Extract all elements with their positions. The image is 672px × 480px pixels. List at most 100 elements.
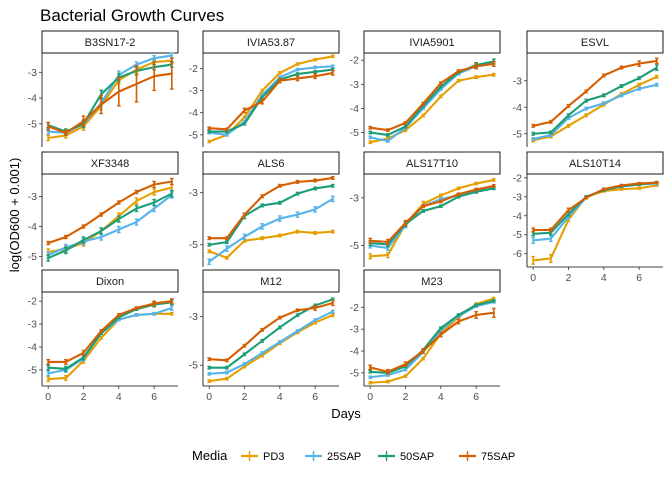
strip-b3sn17-2 (41, 30, 179, 54)
legend-label-pd3: PD3 (263, 451, 284, 463)
y-tick-label-ivia5901: -4 (350, 103, 359, 115)
strip-ivia5901 (363, 30, 501, 54)
x-tick-label-dixon: 4 (116, 391, 122, 403)
series-als6-50sap (207, 183, 335, 247)
line-als10t14-pd3 (532, 184, 658, 262)
series-esvl-50sap (531, 64, 659, 136)
x-tick-label-m23: 2 (403, 391, 409, 403)
y-tick-label-ivia53-87: -2 (189, 63, 198, 75)
y-tick-label-dixon: -3 (28, 319, 37, 331)
y-tick-label-esvl: -5 (513, 128, 522, 140)
strip-label-als10t14: ALS10T14 (569, 158, 621, 170)
x-axis-title: Days (331, 406, 361, 421)
y-tick-label-ivia53-87: -4 (189, 107, 198, 119)
panel-esvl: ESVL -5 -4 -3 (513, 30, 664, 147)
line-xf3348-25sap (47, 193, 173, 257)
x-tick-label-m12: 6 (312, 391, 318, 403)
x-tick-label-dixon: 6 (151, 391, 157, 403)
series-m23-50sap (368, 298, 496, 375)
x-tick-label-m12: 0 (206, 391, 212, 403)
y-tick-label-m12: -3 (189, 311, 198, 323)
panel-als6: ALS6 -5 -3 (189, 151, 340, 267)
line-als6-25sap (208, 197, 334, 263)
strip-label-b3sn17-2: B3SN17-2 (85, 37, 136, 49)
y-tick-label-dixon: -4 (28, 342, 37, 354)
x-tick-label-m23: 6 (473, 391, 479, 403)
strip-als17t10 (363, 151, 501, 175)
y-tick-label-xf3348: -3 (28, 191, 37, 203)
line-xf3348-pd3 (47, 186, 173, 254)
y-tick-label-b3sn17-2: -5 (28, 118, 37, 130)
strip-m12 (202, 269, 340, 293)
legend-title: Media (192, 448, 228, 463)
line-dixon-50sap (47, 301, 173, 370)
series-b3sn17-2-75sap (46, 57, 174, 137)
series-m12-25sap (207, 309, 335, 376)
series-als17t10-75sap (368, 184, 496, 246)
line-als6-50sap (208, 184, 334, 246)
strip-esvl (526, 30, 664, 54)
line-als10t14-50sap (532, 181, 658, 235)
strip-als10t14 (526, 151, 664, 175)
series-als6-25sap (207, 195, 335, 266)
series-ivia5901-75sap (368, 60, 496, 133)
strip-label-dixon: Dixon (96, 276, 124, 288)
y-tick-label-m23: -5 (350, 367, 359, 379)
legend-label-25sap: 25SAP (327, 451, 361, 463)
line-als17t10-50sap (369, 187, 495, 246)
series-ivia5901-pd3 (368, 72, 496, 145)
x-tick-label-als10t14: 4 (601, 272, 607, 284)
line-m12-pd3 (208, 314, 334, 383)
legend: Media PD3 25SAP 50SAP 75SAP (192, 448, 515, 463)
x-tick-label-m23: 0 (367, 391, 373, 403)
y-tick-label-m23: -3 (350, 324, 359, 336)
line-als17t10-pd3 (369, 178, 495, 258)
line-esvl-50sap (532, 66, 658, 135)
strip-ivia53-87 (202, 30, 340, 54)
strip-label-als6: ALS6 (258, 158, 285, 170)
line-xf3348-50sap (47, 192, 173, 260)
legend-label-50sap: 50SAP (400, 451, 434, 463)
strip-label-xf3348: XF3348 (91, 158, 130, 170)
panel-xf3348: XF3348 -5 -4 -3 (28, 151, 179, 267)
y-tick-label-als6: -5 (189, 239, 198, 251)
x-tick-label-dixon: 0 (45, 391, 51, 403)
y-tick-label-als10t14: -2 (513, 172, 522, 184)
y-tick-label-m12: -5 (189, 360, 198, 372)
line-m23-75sap (369, 311, 495, 373)
line-dixon-75sap (47, 300, 173, 363)
line-als6-pd3 (208, 230, 334, 259)
facet-panels: B3SN17-2 -5 -4 -3 IVIA53.87 -5 -4 -3 -2 IVIA5901 -… (28, 30, 664, 403)
panel-m23: M23 -5 -4 -3 -2 0 2 4 6 (350, 269, 501, 403)
line-ivia5901-pd3 (369, 73, 495, 144)
series-dixon-75sap (46, 298, 174, 365)
y-tick-label-ivia53-87: -3 (189, 85, 198, 97)
line-ivia5901-75sap (369, 62, 495, 132)
y-tick-label-ivia5901: -5 (350, 127, 359, 139)
panel-ivia53-87: IVIA53.87 -5 -4 -3 -2 (189, 30, 340, 147)
series-esvl-75sap (531, 57, 659, 128)
x-tick-label-m23: 4 (438, 391, 444, 403)
series-als10t14-75sap (531, 180, 659, 233)
series-ivia5901-50sap (368, 58, 496, 137)
x-tick-label-als10t14: 6 (636, 272, 642, 284)
panel-b3sn17-2: B3SN17-2 -5 -4 -3 (28, 30, 179, 147)
y-tick-label-m23: -2 (350, 302, 359, 314)
line-ivia53-87-25sap (208, 65, 334, 136)
panel-als17t10: ALS17T10 -5 -3 (350, 151, 501, 267)
line-als6-75sap (208, 176, 334, 240)
y-tick-label-b3sn17-2: -4 (28, 93, 37, 105)
y-tick-label-als6: -3 (189, 187, 198, 199)
y-tick-label-ivia5901: -3 (350, 79, 359, 91)
y-tick-label-ivia53-87: -5 (189, 129, 198, 141)
series-dixon-25sap (46, 305, 174, 377)
strip-label-ivia5901: IVIA5901 (409, 37, 454, 49)
strip-label-ivia53-87: IVIA53.87 (247, 37, 295, 49)
y-tick-label-dixon: -5 (28, 364, 37, 376)
panel-ivia5901: IVIA5901 -5 -4 -3 -2 (350, 30, 501, 147)
line-als17t10-25sap (369, 186, 495, 249)
x-tick-label-m12: 4 (277, 391, 283, 403)
strip-label-m23: M23 (421, 276, 442, 288)
strip-label-als17t10: ALS17T10 (406, 158, 458, 170)
